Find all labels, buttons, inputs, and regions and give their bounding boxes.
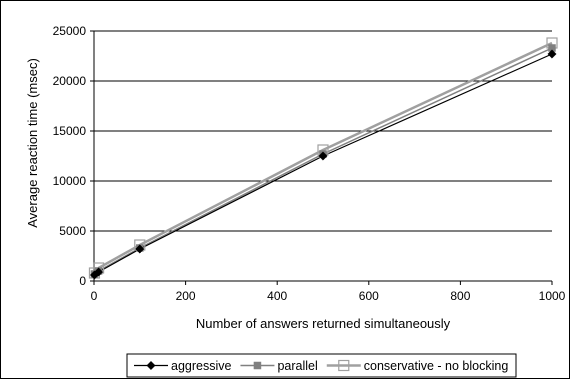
legend-marker [146, 360, 156, 371]
legend: aggressive parallel conservative - no bloc… [126, 353, 517, 378]
y-axis-ticks: 0 5000 10000 15000 20000 25000 [53, 24, 94, 288]
x-tick-label: 1000 [539, 289, 566, 303]
y-tick-label: 20000 [53, 74, 87, 88]
data-point-marker [135, 244, 145, 254]
axes [93, 31, 552, 282]
x-tick-label: 600 [359, 289, 379, 303]
x-axis-title: Number of answers returned simultaneousl… [196, 316, 451, 331]
y-tick-label: 5000 [59, 224, 86, 238]
legend-label: parallel [277, 359, 317, 373]
y-tick-label: 10000 [53, 174, 87, 188]
legend-label: aggressive [171, 359, 231, 373]
x-tick-label: 400 [267, 289, 287, 303]
legend-items: aggressive parallel conservative - no bloc… [134, 359, 508, 373]
legend-label: conservative - no blocking [364, 359, 509, 373]
legend-marker [338, 359, 350, 372]
x-tick-label: 0 [91, 289, 98, 303]
y-tick-label: 15000 [53, 124, 87, 138]
x-tick-label: 800 [450, 289, 470, 303]
data-point-marker [94, 267, 104, 277]
data-point-marker [318, 151, 328, 161]
gridlines [94, 30, 552, 232]
y-tick-label: 0 [79, 274, 86, 288]
x-axis-ticks: 0 200 400 600 800 1000 [91, 281, 566, 303]
legend-marker [253, 361, 262, 370]
y-axis-title: Average reaction time (msec) [25, 58, 40, 228]
legend-box [126, 353, 517, 378]
series-markers [88, 37, 558, 280]
y-tick-label: 25000 [53, 24, 87, 38]
x-tick-label: 200 [176, 289, 196, 303]
data-point-marker [547, 49, 557, 59]
